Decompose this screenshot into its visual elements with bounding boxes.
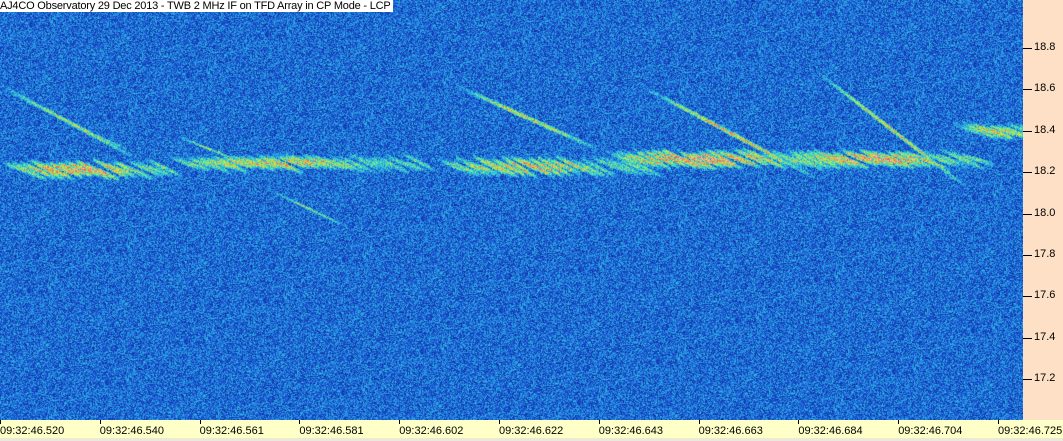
- x-tick-mark: [99, 420, 101, 424]
- x-tick-label: 09:32:46.643: [598, 425, 664, 437]
- x-tick-label: 09:32:46.704: [898, 425, 963, 437]
- y-tick-label: 17.8: [1034, 248, 1056, 260]
- x-tick-mark: [898, 420, 900, 424]
- x-tick-label: 09:32:46.520: [0, 425, 65, 437]
- y-tick-label: 18.8: [1034, 41, 1056, 53]
- x-tick-label: 09:32:46.602: [399, 425, 464, 437]
- x-tick-label: 09:32:46.725: [998, 425, 1063, 437]
- y-tick-mark: [1023, 89, 1032, 91]
- x-tick-label: 09:32:46.561: [199, 425, 264, 437]
- y-tick-label: 17.4: [1034, 330, 1056, 343]
- y-tick-mark: [1023, 255, 1032, 256]
- chart-title: AJ4CO Observatory 29 Dec 2013 - TWB 2 MH…: [0, 0, 393, 12]
- x-tick-mark: [798, 420, 800, 424]
- x-tick-mark: [998, 420, 999, 424]
- x-tick-label: 09:32:46.540: [99, 425, 165, 437]
- y-tick-label: 18.4: [1034, 123, 1056, 136]
- y-tick-mark: [1023, 48, 1032, 49]
- x-tick-mark: [499, 420, 500, 424]
- x-tick-mark: [399, 420, 401, 424]
- x-axis: 09:32:46.520 09:32:46.540 09:32:46.561 09:3…: [0, 420, 1063, 438]
- x-tick-label: 09:32:46.581: [299, 425, 364, 437]
- x-tick-label: 09:32:46.663: [698, 425, 763, 437]
- y-tick-mark: [1023, 379, 1032, 381]
- y-tick-mark: [1023, 172, 1032, 174]
- x-tick-mark: [698, 420, 700, 424]
- x-tick-mark: [199, 420, 201, 424]
- x-tick-mark: [598, 420, 600, 424]
- y-tick-label: 17.2: [1034, 372, 1056, 385]
- y-tick-label: 18.2: [1034, 165, 1056, 178]
- x-tick-mark: [299, 420, 301, 424]
- y-tick-mark: [1023, 213, 1032, 215]
- x-tick-label: 09:32:46.684: [798, 425, 863, 437]
- spectrogram-heatmap: [0, 0, 1023, 420]
- x-tick-mark: [0, 420, 1, 424]
- y-axis: 18.8 18.6 18.4 18.2 18.0 17.8 17.6 17.4 17.2: [1023, 0, 1063, 420]
- y-tick-label: 18.0: [1034, 206, 1056, 219]
- y-tick-mark: [1023, 296, 1032, 298]
- y-tick-mark: [1023, 130, 1032, 132]
- x-tick-label: 09:32:46.622: [499, 425, 564, 437]
- y-tick-mark: [1023, 337, 1032, 339]
- y-tick-label: 17.6: [1034, 289, 1056, 302]
- y-tick-label: 18.6: [1034, 82, 1056, 95]
- bottom-strip: [0, 438, 1063, 441]
